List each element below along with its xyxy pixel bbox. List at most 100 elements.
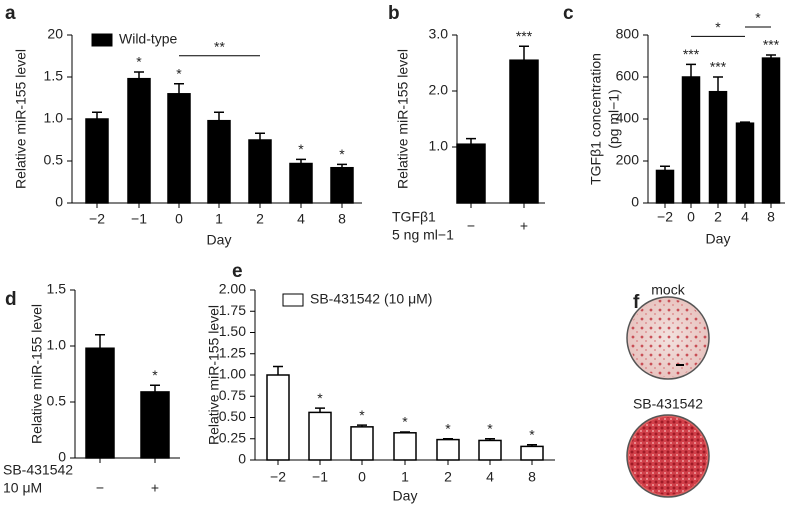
error-bar — [337, 163, 347, 168]
bracket-label: * — [755, 10, 761, 26]
significance-mark: * — [317, 390, 323, 406]
bar — [520, 445, 544, 461]
y-tick-label: 0.5 — [44, 152, 64, 168]
error-bar — [686, 63, 696, 77]
error-bar — [134, 71, 144, 79]
panel-letter: d — [5, 289, 17, 310]
y-tick-label: 800 — [616, 26, 640, 42]
error-bar — [713, 76, 723, 92]
y-axis-label: Relative miR-155 level — [13, 49, 29, 189]
x-tick-label: 8 — [338, 211, 346, 227]
significance-mark: *** — [710, 59, 727, 75]
x-axis-label: Day — [706, 231, 731, 247]
significance-mark: * — [402, 414, 408, 430]
bar — [735, 122, 755, 204]
bracket-label: * — [715, 19, 721, 35]
y-tick-label: 600 — [616, 68, 640, 84]
x-tick-label: − — [96, 480, 104, 496]
significance-mark: * — [529, 426, 535, 442]
y-tick-label: 1.50 — [219, 323, 246, 339]
y-tick-label: 0 — [631, 194, 639, 210]
x-tick-label: + — [151, 480, 159, 496]
panel-letter: a — [5, 3, 16, 24]
error-bar — [357, 424, 367, 427]
panel-letter: c — [563, 3, 574, 24]
significance-mark: * — [339, 146, 345, 162]
significance-mark: * — [359, 407, 365, 423]
x-axis-label: 5 ng ml−1 — [392, 227, 454, 243]
y-tick-label: 3.0 — [429, 26, 449, 42]
y-tick-label: 20 — [47, 26, 63, 42]
y-tick-label: 1.25 — [219, 344, 246, 360]
bar — [289, 162, 313, 204]
x-tick-label: 8 — [767, 209, 775, 225]
y-tick-label: 1.0 — [429, 138, 449, 154]
error-bar — [766, 54, 776, 59]
y-tick-label: 0 — [238, 451, 246, 467]
significance-mark: * — [136, 54, 142, 70]
y-axis-label: TGFβ1 concentration — [588, 53, 604, 185]
x-axis-label: TGFβ1 — [392, 209, 436, 225]
significance-mark: * — [445, 420, 451, 436]
bar — [207, 119, 231, 204]
error-bar — [400, 431, 410, 433]
y-tick-label: 200 — [616, 152, 640, 168]
x-tick-label: 0 — [175, 211, 183, 227]
error-bar — [527, 443, 537, 447]
panel-letter: f — [633, 292, 640, 313]
x-tick-label: + — [520, 218, 528, 234]
x-tick-label: −2 — [657, 209, 673, 225]
error-bar — [443, 438, 453, 440]
bar — [655, 169, 675, 204]
y-tick-label: 1.5 — [47, 281, 67, 297]
bar — [393, 432, 417, 461]
error-bar — [214, 111, 224, 121]
y-tick-label: 1.0 — [47, 337, 67, 353]
x-tick-label: 4 — [741, 209, 749, 225]
legend-label: Wild-type — [119, 31, 178, 47]
y-tick-label: 0.5 — [47, 393, 67, 409]
error-bar — [315, 407, 325, 413]
significance-mark: * — [298, 141, 304, 157]
image-caption: SB-431542 — [633, 396, 703, 412]
y-axis-label: Relative miR-155 level — [29, 304, 45, 444]
x-tick-label: 4 — [486, 469, 494, 485]
error-bar — [660, 165, 670, 171]
significance-mark: *** — [763, 37, 780, 53]
y-axis-label: (pg ml−1) — [606, 89, 622, 149]
y-tick-label: 2.0 — [429, 82, 449, 98]
x-axis-label: SB-431542 — [3, 462, 73, 478]
y-tick-label: 1.5 — [44, 68, 64, 84]
error-bar — [150, 384, 160, 392]
legend-label: SB-431542 (10 μM) — [310, 291, 432, 307]
x-axis-label: Day — [393, 488, 418, 504]
bar — [478, 439, 502, 461]
bar — [509, 59, 539, 204]
bar — [456, 143, 486, 204]
significance-mark: * — [176, 65, 182, 81]
y-tick-label: 0 — [58, 449, 66, 465]
x-tick-label: 0 — [358, 469, 366, 485]
x-tick-label: 0 — [687, 209, 695, 225]
y-tick-label: 0.50 — [219, 408, 246, 424]
error-bar — [485, 438, 495, 441]
y-tick-label: 1.0 — [44, 110, 64, 126]
image-caption: mock — [651, 282, 685, 298]
error-bar — [92, 111, 102, 119]
significance-mark: * — [152, 367, 158, 383]
error-bar — [519, 45, 529, 61]
error-bar — [255, 132, 265, 140]
x-tick-label: 2 — [256, 211, 264, 227]
y-tick-label: 1.75 — [219, 302, 246, 318]
error-bar — [466, 137, 476, 145]
bar — [708, 90, 728, 204]
y-axis-label: Relative miR-155 level — [206, 305, 222, 445]
y-tick-label: 0 — [55, 194, 63, 210]
x-tick-label: −2 — [89, 211, 105, 227]
significance-mark: * — [487, 420, 493, 436]
x-tick-label: −1 — [131, 211, 147, 227]
bar — [248, 139, 272, 204]
bar — [85, 347, 115, 459]
y-tick-label: 0.75 — [219, 387, 246, 403]
x-axis-label: Day — [207, 232, 232, 248]
